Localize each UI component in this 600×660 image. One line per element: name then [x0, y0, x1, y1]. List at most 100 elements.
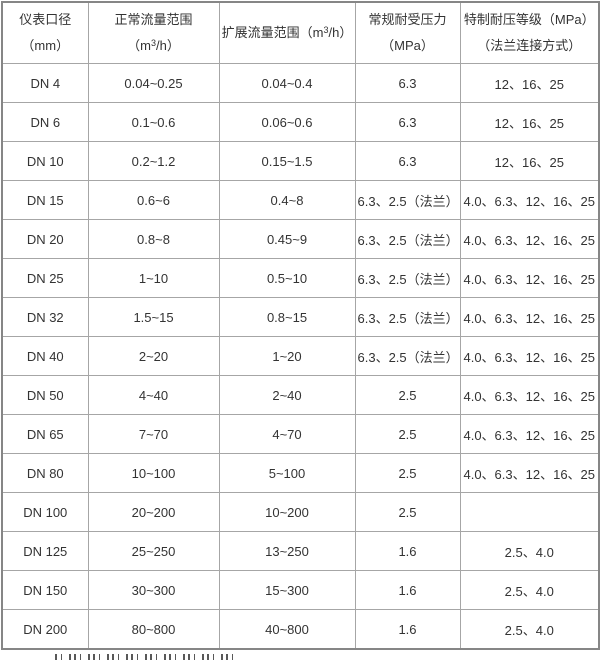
- table-cell: 6.3: [354, 63, 461, 103]
- table-cell: 6.3、2.5（法兰）: [354, 336, 461, 376]
- table-cell: DN 4: [1, 63, 89, 103]
- table-cell: 10~200: [218, 492, 356, 532]
- table-cell: 15~300: [218, 570, 356, 610]
- table-cell: 0.2~1.2: [87, 141, 220, 181]
- header-label: 常规耐受压力（MPa）: [368, 12, 447, 53]
- table-row: DN 100 20~200 10~200 2.5: [1, 492, 600, 532]
- table-cell: 4.0、6.3、12、16、25: [459, 180, 600, 220]
- clipped-caption-text: [55, 654, 233, 660]
- table-row: DN 20 0.8~8 0.45~9 6.3、2.5（法兰） 4.0、6.3、12、16…: [1, 219, 600, 259]
- table-cell: 0.06~0.6: [218, 102, 356, 142]
- table-cell: 0.4~8: [218, 180, 356, 220]
- table-cell: 6.3、2.5（法兰）: [354, 297, 461, 337]
- table-cell: 1~10: [87, 258, 220, 298]
- table-cell: DN 125: [1, 531, 89, 571]
- table-row: DN 40 2~20 1~20 6.3、2.5（法兰） 4.0、6.3、12、16、25: [1, 336, 600, 376]
- table-cell: 6.3: [354, 141, 461, 181]
- table-cell: 0.04~0.25: [87, 63, 220, 103]
- table-row: DN 10 0.2~1.2 0.15~1.5 6.3 12、16、25: [1, 141, 600, 181]
- table-cell: 6.3、2.5（法兰）: [354, 180, 461, 220]
- table-cell: 12、16、25: [459, 102, 600, 142]
- header-standard-pressure: 常规耐受压力（MPa）: [354, 1, 461, 64]
- header-superscript: 3: [150, 38, 156, 48]
- header-special-pressure-rating: 特制耐压等级（MPa）（法兰连接方式）: [459, 1, 600, 64]
- table-cell: 12、16、25: [459, 141, 600, 181]
- table-cell: DN 80: [1, 453, 89, 493]
- table-cell: 25~250: [87, 531, 220, 571]
- table-cell: 2~20: [87, 336, 220, 376]
- table-row: DN 80 10~100 5~100 2.5 4.0、6.3、12、16、25: [1, 453, 600, 493]
- table-cell: 7~70: [87, 414, 220, 454]
- table-cell: 4.0、6.3、12、16、25: [459, 336, 600, 376]
- table-cell: 2.5、4.0: [459, 609, 600, 650]
- table-row: DN 25 1~10 0.5~10 6.3、2.5（法兰） 4.0、6.3、12、16、…: [1, 258, 600, 298]
- header-label: 扩展流量范围（m: [221, 25, 324, 40]
- table-cell: 4.0、6.3、12、16、25: [459, 258, 600, 298]
- table-row: DN 125 25~250 13~250 1.6 2.5、4.0: [1, 531, 600, 571]
- table-cell: DN 32: [1, 297, 89, 337]
- table-row: DN 6 0.1~0.6 0.06~0.6 6.3 12、16、25: [1, 102, 600, 142]
- table-cell: DN 10: [1, 141, 89, 181]
- table-cell: 4.0、6.3、12、16、25: [459, 414, 600, 454]
- table-cell: 4.0、6.3、12、16、25: [459, 453, 600, 493]
- table-cell: 2.5、4.0: [459, 570, 600, 610]
- table-cell: 0.6~6: [87, 180, 220, 220]
- table-cell: DN 6: [1, 102, 89, 142]
- table-cell: 80~800: [87, 609, 220, 650]
- table-cell: 4.0、6.3、12、16、25: [459, 375, 600, 415]
- table-cell: 0.1~0.6: [87, 102, 220, 142]
- table-row: DN 50 4~40 2~40 2.5 4.0、6.3、12、16、25: [1, 375, 600, 415]
- table-cell: 2.5: [354, 492, 461, 532]
- header-label: 特制耐压等级（MPa）（法兰连接方式）: [463, 12, 595, 53]
- table-cell: DN 25: [1, 258, 89, 298]
- table-cell: DN 65: [1, 414, 89, 454]
- table-row: DN 65 7~70 4~70 2.5 4.0、6.3、12、16、25: [1, 414, 600, 454]
- table-row: DN 15 0.6~6 0.4~8 6.3、2.5（法兰） 4.0、6.3、12、16、…: [1, 180, 600, 220]
- table-cell: 1.6: [354, 531, 461, 571]
- table-cell: 2.5: [354, 414, 461, 454]
- table-body: DN 4 0.04~0.25 0.04~0.4 6.3 12、16、25 DN 6 0.1~…: [1, 63, 600, 650]
- table-cell: 0.8~8: [87, 219, 220, 259]
- table-cell: 12、16、25: [459, 63, 600, 103]
- table-cell: 4~40: [87, 375, 220, 415]
- table-cell: 13~250: [218, 531, 356, 571]
- table-cell: 40~800: [218, 609, 356, 650]
- table-cell: 6.3、2.5（法兰）: [354, 219, 461, 259]
- table-cell: 2~40: [218, 375, 356, 415]
- table-cell: DN 50: [1, 375, 89, 415]
- table-cell: 1~20: [218, 336, 356, 376]
- header-row: 仪表口径（mm） 正常流量范围（m3/h） 扩展流量范围（m3/h） 常规耐受压…: [1, 1, 600, 64]
- table-cell: DN 200: [1, 609, 89, 650]
- table-row: DN 4 0.04~0.25 0.04~0.4 6.3 12、16、25: [1, 63, 600, 103]
- table-cell: 6.3、2.5（法兰）: [354, 258, 461, 298]
- header-extended-flow-range: 扩展流量范围（m3/h）: [218, 1, 356, 64]
- table-cell: [459, 492, 600, 532]
- table-cell: 6.3: [354, 102, 461, 142]
- header-label: 仪表口径（mm）: [19, 12, 72, 53]
- table-cell: 2.5、4.0: [459, 531, 600, 571]
- table-cell: 0.45~9: [218, 219, 356, 259]
- table-cell: 1.5~15: [87, 297, 220, 337]
- table-cell: 1.6: [354, 570, 461, 610]
- table-cell: DN 150: [1, 570, 89, 610]
- table-cell: DN 100: [1, 492, 89, 532]
- table-cell: 20~200: [87, 492, 220, 532]
- header-label: 正常流量范围（m: [114, 12, 193, 53]
- table-row: DN 32 1.5~15 0.8~15 6.3、2.5（法兰） 4.0、6.3、12、1…: [1, 297, 600, 337]
- table-cell: 5~100: [218, 453, 356, 493]
- table-cell: DN 20: [1, 219, 89, 259]
- table-cell: DN 15: [1, 180, 89, 220]
- table-cell: 0.15~1.5: [218, 141, 356, 181]
- table-cell: 30~300: [87, 570, 220, 610]
- table-cell: 0.04~0.4: [218, 63, 356, 103]
- table-cell: 10~100: [87, 453, 220, 493]
- header-superscript: 3: [323, 25, 329, 35]
- table-cell: 4.0、6.3、12、16、25: [459, 297, 600, 337]
- header-label: /h）: [328, 25, 353, 40]
- table-row: DN 150 30~300 15~300 1.6 2.5、4.0: [1, 570, 600, 610]
- table-cell: 4~70: [218, 414, 356, 454]
- table-cell: 0.8~15: [218, 297, 356, 337]
- table-cell: 4.0、6.3、12、16、25: [459, 219, 600, 259]
